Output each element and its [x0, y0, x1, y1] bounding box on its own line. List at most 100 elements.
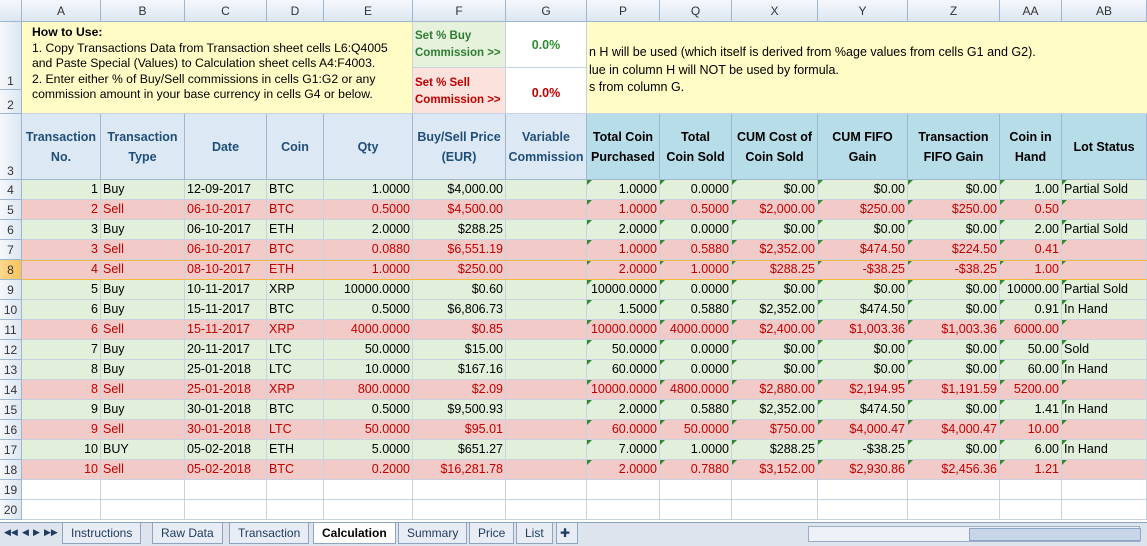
buy-commission-input[interactable]: 0.0% — [506, 22, 587, 68]
empty-cell[interactable] — [22, 500, 101, 520]
row-header-6[interactable]: 6 — [0, 220, 22, 240]
column-title-4[interactable]: Qty — [324, 114, 413, 180]
table-cell[interactable] — [506, 220, 587, 240]
table-cell[interactable] — [506, 400, 587, 420]
row-header-2[interactable]: 2 — [0, 90, 22, 114]
column-header-d[interactable]: D — [267, 0, 324, 22]
column-title-2[interactable]: Date — [185, 114, 267, 180]
column-title-7[interactable]: Total Coin Purchased — [587, 114, 660, 180]
empty-cell[interactable] — [506, 500, 587, 520]
empty-cell[interactable] — [506, 480, 587, 500]
new-sheet-icon[interactable]: ✚ — [556, 523, 578, 544]
row-header-15[interactable]: 15 — [0, 400, 22, 420]
table-cell[interactable] — [506, 320, 587, 340]
column-header-aa[interactable]: AA — [1000, 0, 1062, 22]
empty-cell[interactable] — [413, 500, 506, 520]
table-cell[interactable] — [506, 360, 587, 380]
empty-cell[interactable] — [732, 480, 818, 500]
column-title-5[interactable]: Buy/Sell Price (EUR) — [413, 114, 506, 180]
tab-calculation[interactable]: Calculation — [313, 523, 396, 544]
table-cell[interactable] — [506, 240, 587, 260]
table-cell[interactable] — [506, 420, 587, 440]
column-title-13[interactable]: Lot Status — [1062, 114, 1147, 180]
column-title-3[interactable]: Coin — [267, 114, 324, 180]
column-header-e[interactable]: E — [324, 0, 413, 22]
row-header-11[interactable]: 11 — [0, 320, 22, 340]
column-header-f[interactable]: F — [413, 0, 506, 22]
column-header-y[interactable]: Y — [818, 0, 908, 22]
column-title-11[interactable]: Transaction FIFO Gain — [908, 114, 1000, 180]
row-header-10[interactable]: 10 — [0, 300, 22, 320]
table-cell[interactable] — [506, 280, 587, 300]
table-cell[interactable] — [506, 340, 587, 360]
scrollbar-thumb[interactable] — [969, 528, 1141, 541]
empty-cell[interactable] — [818, 480, 908, 500]
empty-cell[interactable] — [101, 500, 185, 520]
spreadsheet-grid[interactable]: A B C D E F G P Q X Y Z AA AB 1 2 3 4 5 6 7 8 9 10 11 12 13 14 15 16 1… — [0, 0, 1147, 522]
empty-cell[interactable] — [101, 480, 185, 500]
select-all-corner[interactable] — [0, 0, 22, 22]
empty-cell[interactable] — [908, 480, 1000, 500]
row-header-14[interactable]: 14 — [0, 380, 22, 400]
column-header-x[interactable]: X — [732, 0, 818, 22]
empty-cell[interactable] — [324, 480, 413, 500]
horizontal-scrollbar[interactable] — [808, 526, 1141, 542]
column-header-b[interactable]: B — [101, 0, 185, 22]
row-header-18[interactable]: 18 — [0, 460, 22, 480]
table-cell[interactable] — [506, 260, 587, 280]
empty-cell[interactable] — [185, 480, 267, 500]
row-header-13[interactable]: 13 — [0, 360, 22, 380]
table-cell[interactable] — [506, 440, 587, 460]
column-title-0[interactable]: Transaction No. — [22, 114, 101, 180]
empty-cell[interactable] — [587, 500, 660, 520]
empty-cell[interactable] — [732, 500, 818, 520]
column-title-8[interactable]: Total Coin Sold — [660, 114, 732, 180]
row-header-3[interactable]: 3 — [0, 114, 22, 180]
table-cell[interactable] — [506, 200, 587, 220]
empty-cell[interactable] — [22, 480, 101, 500]
empty-cell[interactable] — [587, 480, 660, 500]
empty-cell[interactable] — [413, 480, 506, 500]
row-header-19[interactable]: 19 — [0, 480, 22, 500]
tab-list[interactable]: List — [516, 523, 553, 544]
row-header-16[interactable]: 16 — [0, 420, 22, 440]
table-cell[interactable] — [506, 180, 587, 200]
tab-instructions[interactable]: Instructions — [62, 523, 142, 544]
column-header-ab[interactable]: AB — [1062, 0, 1147, 22]
empty-cell[interactable] — [267, 500, 324, 520]
row-header-20[interactable]: 20 — [0, 500, 22, 520]
column-title-1[interactable]: Transaction Type — [101, 114, 185, 180]
empty-cell[interactable] — [1062, 480, 1147, 500]
row-header-9[interactable]: 9 — [0, 280, 22, 300]
column-title-10[interactable]: CUM FIFO Gain — [818, 114, 908, 180]
row-header-1[interactable]: 1 — [0, 22, 22, 90]
tab-price[interactable]: Price — [469, 523, 515, 544]
table-cell[interactable] — [506, 460, 587, 480]
row-header-12[interactable]: 12 — [0, 340, 22, 360]
row-header-4[interactable]: 4 — [0, 180, 22, 200]
column-title-6[interactable]: Variable Commission — [506, 114, 587, 180]
empty-cell[interactable] — [660, 480, 732, 500]
empty-cell[interactable] — [324, 500, 413, 520]
column-header-g[interactable]: G — [506, 0, 587, 22]
row-header-8[interactable]: 8 — [0, 260, 22, 280]
row-header-17[interactable]: 17 — [0, 440, 22, 460]
column-header-z[interactable]: Z — [908, 0, 1000, 22]
column-header-q[interactable]: Q — [660, 0, 732, 22]
table-cell[interactable] — [506, 300, 587, 320]
first-sheet-icon[interactable]: ◀◀ — [4, 527, 18, 537]
tab-raw-data[interactable]: Raw Data — [152, 523, 223, 544]
empty-cell[interactable] — [908, 500, 1000, 520]
next-sheet-icon[interactable]: ▶ — [33, 527, 40, 537]
empty-cell[interactable] — [1062, 500, 1147, 520]
tab-transaction[interactable]: Transaction — [229, 523, 310, 544]
empty-cell[interactable] — [818, 500, 908, 520]
column-header-a[interactable]: A — [22, 0, 101, 22]
empty-cell[interactable] — [1000, 500, 1062, 520]
last-sheet-icon[interactable]: ▶▶ — [44, 527, 58, 537]
sell-commission-input[interactable]: 0.0% — [506, 68, 587, 114]
empty-cell[interactable] — [660, 500, 732, 520]
prev-sheet-icon[interactable]: ◀ — [22, 527, 29, 537]
empty-cell[interactable] — [1000, 480, 1062, 500]
row-header-7[interactable]: 7 — [0, 240, 22, 260]
